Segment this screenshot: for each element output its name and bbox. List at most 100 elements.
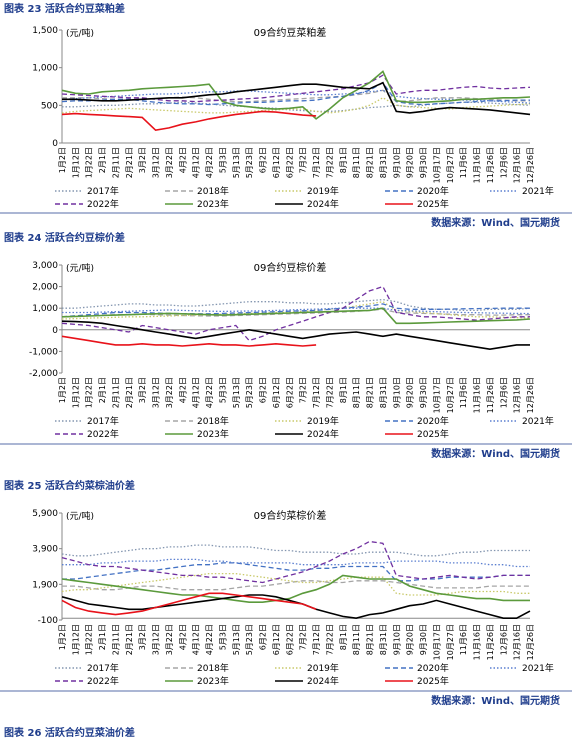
- x-tick-label: 2月21日: [125, 147, 134, 178]
- x-tick-label: 4月2日: [178, 147, 187, 173]
- x-tick-label: 3月22日: [165, 624, 174, 655]
- unit-label: (元/吨): [66, 262, 94, 274]
- x-tick-label: 9月20日: [406, 147, 415, 178]
- legend-label: 2024年: [307, 675, 339, 687]
- x-tick-label: 4月22日: [205, 147, 214, 178]
- series-line: [62, 89, 530, 103]
- x-tick-label: 2月11日: [111, 147, 120, 178]
- x-tick-label: 1月12日: [71, 624, 80, 655]
- x-tick-label: 6月22日: [285, 377, 294, 408]
- x-tick-label: 9月10日: [392, 377, 401, 408]
- legend-label: 2022年: [87, 675, 119, 687]
- legend-label: 2023年: [197, 675, 229, 687]
- series-line: [61, 540, 530, 584]
- legend-label: 2022年: [87, 428, 119, 440]
- series-line: [61, 335, 317, 347]
- legend-label: 2019年: [307, 185, 339, 197]
- series-line: [61, 81, 530, 106]
- legend-label: 2017年: [87, 185, 119, 197]
- series-line: [61, 572, 530, 596]
- x-tick-label: 1月22日: [85, 377, 94, 408]
- legend-label: 2018年: [197, 185, 229, 197]
- x-tick-label: 5月23日: [245, 624, 254, 655]
- y-tick-label: 3,900: [32, 545, 58, 555]
- x-tick-label: 3月22日: [165, 147, 174, 178]
- x-tick-label: 1月12日: [71, 147, 80, 178]
- x-tick-label: 6月22日: [285, 147, 294, 178]
- x-tick-label: 4月22日: [205, 377, 214, 408]
- x-tick-label: 9月30日: [419, 624, 428, 655]
- x-tick-label: 7月12日: [312, 624, 321, 655]
- x-tick-label: 5月23日: [245, 147, 254, 178]
- x-tick-label: 10月17日: [432, 624, 441, 660]
- x-tick-label: 10月17日: [432, 147, 441, 183]
- legend-label: 2020年: [417, 662, 449, 674]
- x-tick-label: 12月16日: [513, 147, 522, 183]
- legend-label: 2021年: [522, 415, 554, 427]
- x-tick-label: 1月2日: [58, 624, 67, 650]
- series-line: [61, 544, 530, 557]
- x-tick-label: 11月6日: [459, 147, 468, 178]
- x-tick-label: 7月2日: [299, 377, 308, 403]
- y-tick-label: 5,900: [32, 509, 58, 519]
- x-tick-label: 11月6日: [459, 377, 468, 408]
- x-tick-label: 9月20日: [406, 624, 415, 655]
- x-tick-label: 11月26日: [486, 377, 495, 413]
- x-tick-label: 12月26日: [526, 147, 535, 183]
- x-tick-label: 9月10日: [392, 147, 401, 178]
- x-tick-label: 4月12日: [192, 147, 201, 178]
- x-tick-label: 2月11日: [111, 624, 120, 655]
- legend-label: 2023年: [197, 198, 229, 210]
- legend-label: 2018年: [197, 415, 229, 427]
- y-tick-label: -100: [38, 616, 59, 626]
- legend-label: 2018年: [197, 662, 229, 674]
- x-tick-label: 7月12日: [312, 147, 321, 178]
- x-tick-label: 8月1日: [339, 377, 348, 403]
- x-tick-label: 5月3日: [218, 377, 227, 403]
- x-tick-label: 8月31日: [379, 377, 388, 408]
- x-tick-label: 8月11日: [352, 377, 361, 408]
- series-line: [62, 298, 531, 312]
- y-tick-label: -2,000: [29, 369, 58, 379]
- series-line: [61, 303, 530, 318]
- series-line: [62, 558, 530, 568]
- unit-label: (元/吨): [66, 510, 94, 522]
- x-tick-label: 12月6日: [499, 147, 508, 178]
- x-tick-label: 8月21日: [366, 624, 375, 655]
- x-tick-label: 11月16日: [473, 377, 482, 413]
- legend-label: 2024年: [307, 198, 339, 210]
- x-tick-label: 11月26日: [486, 147, 495, 183]
- x-tick-label: 4月22日: [205, 624, 214, 655]
- chart-title: 09合约豆棕价差: [254, 261, 327, 274]
- x-tick-label: 6月2日: [259, 147, 268, 173]
- x-tick-label: 2月11日: [111, 377, 120, 408]
- x-tick-label: 6月2日: [259, 624, 268, 650]
- legend-label: 2025年: [417, 675, 449, 687]
- series-line: [61, 308, 530, 318]
- x-tick-label: 12月6日: [499, 377, 508, 408]
- caption: 图表 25 活跃合约菜棕油价差: [4, 479, 135, 492]
- x-tick-label: 9月30日: [419, 147, 428, 178]
- caption: 图表 26 活跃合约豆菜油价差: [4, 726, 135, 739]
- legend-label: 2020年: [417, 415, 449, 427]
- x-tick-label: 1月2日: [58, 147, 67, 173]
- x-tick-label: 12月26日: [526, 377, 535, 413]
- x-tick-label: 7月12日: [312, 377, 321, 408]
- x-tick-label: 2月21日: [125, 624, 134, 655]
- series-line: [61, 110, 317, 132]
- y-tick-label: 0: [52, 326, 58, 336]
- y-tick-label: 1,000: [32, 304, 58, 314]
- series-line: [61, 320, 530, 351]
- legend-label: 2021年: [522, 662, 554, 674]
- legend-label: 2017年: [87, 415, 119, 427]
- x-tick-label: 7月2日: [299, 624, 308, 650]
- series-line: [61, 285, 530, 342]
- series-line: [62, 307, 531, 315]
- x-tick-label: 5月13日: [232, 624, 241, 655]
- x-tick-label: 3月12日: [152, 147, 161, 178]
- x-tick-label: 5月13日: [232, 147, 241, 178]
- x-tick-label: 3月2日: [138, 624, 147, 650]
- x-tick-label: 2月21日: [125, 377, 134, 408]
- x-tick-label: 9月20日: [406, 377, 415, 408]
